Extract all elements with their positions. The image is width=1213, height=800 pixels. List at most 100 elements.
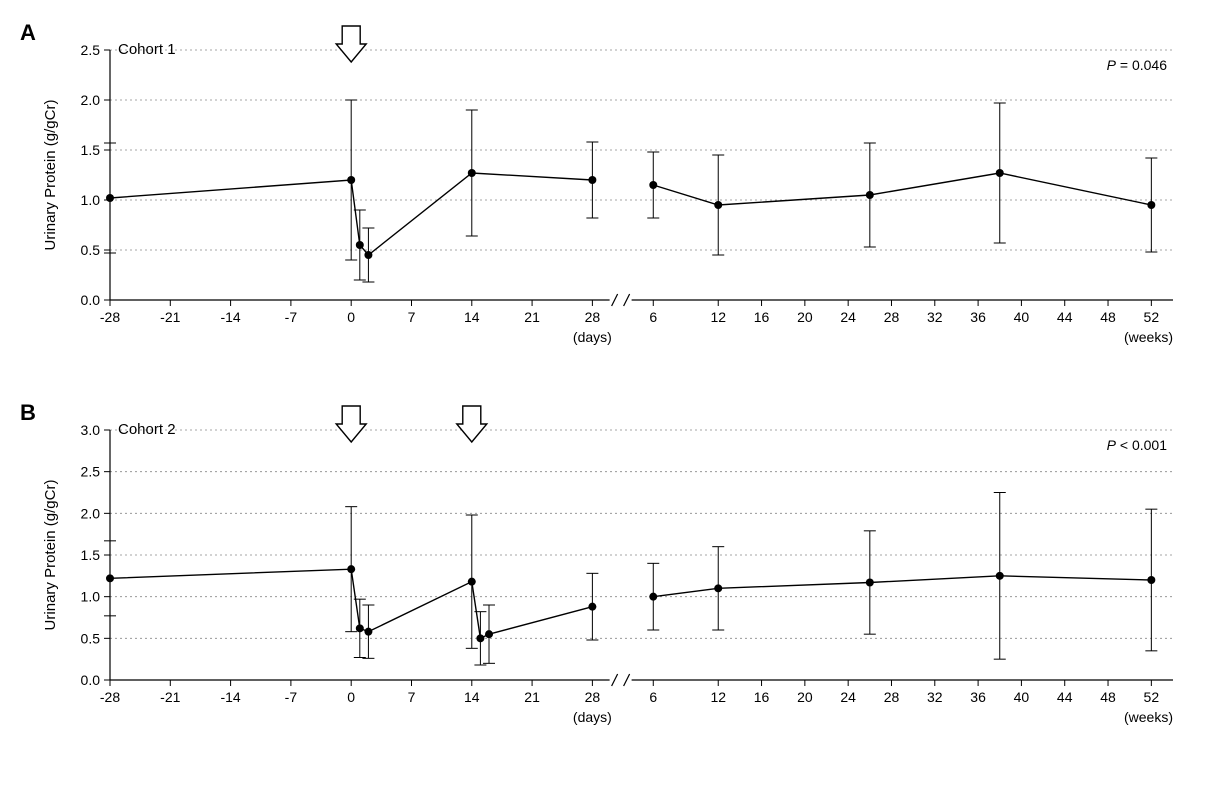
svg-text:6: 6 [649, 689, 657, 705]
svg-text:52: 52 [1144, 689, 1160, 705]
figure-root: A0.00.51.01.52.02.5Urinary Protein (g/gC… [20, 20, 1193, 740]
data-point [866, 191, 874, 199]
svg-text:6: 6 [649, 309, 657, 325]
svg-text:-14: -14 [220, 309, 240, 325]
svg-text:14: 14 [464, 689, 480, 705]
svg-text:-7: -7 [285, 689, 298, 705]
svg-text:0: 0 [347, 309, 355, 325]
cohort-label: Cohort 1 [118, 41, 176, 58]
panel-A: A0.00.51.01.52.02.5Urinary Protein (g/gC… [20, 20, 1193, 360]
svg-text:3.0: 3.0 [81, 422, 101, 438]
svg-text:28: 28 [884, 309, 900, 325]
svg-text:44: 44 [1057, 689, 1073, 705]
cohort-label: Cohort 2 [118, 421, 176, 438]
svg-text:1.5: 1.5 [81, 142, 101, 158]
svg-text:40: 40 [1014, 309, 1030, 325]
svg-text:0.0: 0.0 [81, 292, 101, 308]
data-point [714, 584, 722, 592]
data-point [588, 603, 596, 611]
panel-label-B: B [20, 400, 36, 426]
svg-text:14: 14 [464, 309, 480, 325]
days-axis-label: (days) [573, 709, 612, 725]
data-point [649, 181, 657, 189]
svg-text:2.5: 2.5 [81, 42, 101, 58]
svg-text:7: 7 [408, 309, 416, 325]
data-point [1147, 576, 1155, 584]
svg-text:16: 16 [754, 309, 770, 325]
svg-text:-28: -28 [100, 309, 120, 325]
svg-text:36: 36 [970, 689, 986, 705]
svg-text:0: 0 [347, 689, 355, 705]
svg-text:36: 36 [970, 309, 986, 325]
data-point [468, 578, 476, 586]
data-point [476, 634, 484, 642]
arrow-down-icon [336, 406, 366, 442]
data-point [649, 593, 657, 601]
svg-text:-14: -14 [220, 689, 240, 705]
svg-text:7: 7 [408, 689, 416, 705]
svg-text:12: 12 [710, 309, 726, 325]
svg-text:52: 52 [1144, 309, 1160, 325]
svg-text:28: 28 [585, 689, 601, 705]
data-point [866, 579, 874, 587]
data-point [1147, 201, 1155, 209]
data-point [588, 176, 596, 184]
data-point [356, 624, 364, 632]
data-point [106, 194, 114, 202]
data-point [468, 169, 476, 177]
svg-text:-28: -28 [100, 689, 120, 705]
arrow-label: ADR-001 [441, 400, 503, 404]
y-axis-title: Urinary Protein (g/gCr) [42, 480, 59, 631]
svg-text:24: 24 [840, 689, 856, 705]
svg-text:21: 21 [524, 689, 540, 705]
arrow-down-icon [336, 26, 366, 62]
svg-text:1.0: 1.0 [81, 589, 101, 605]
svg-text:12: 12 [710, 689, 726, 705]
panel-B: B 0.0 0.5 1.0 1.5 2.0 2.5 3.0 Urinary Protein (g… [20, 400, 1193, 740]
data-point [485, 630, 493, 638]
svg-text:20: 20 [797, 689, 813, 705]
chart-A: 0.00.51.01.52.02.5Urinary Protein (g/gCr… [20, 20, 1193, 360]
data-point [714, 201, 722, 209]
svg-text:28: 28 [585, 309, 601, 325]
svg-text:1.0: 1.0 [81, 192, 101, 208]
arrow-down-icon [457, 406, 487, 442]
svg-text:0.5: 0.5 [81, 630, 101, 646]
svg-text:-21: -21 [160, 309, 180, 325]
data-point [356, 241, 364, 249]
svg-text:0.0: 0.0 [81, 672, 101, 688]
svg-text:40: 40 [1014, 689, 1030, 705]
weeks-axis-label: (weeks) [1124, 329, 1173, 345]
days-axis-label: (days) [573, 329, 612, 345]
svg-text:28: 28 [884, 689, 900, 705]
data-point [996, 572, 1004, 580]
data-point [364, 251, 372, 259]
svg-text:32: 32 [927, 309, 943, 325]
svg-text:44: 44 [1057, 309, 1073, 325]
svg-text:-7: -7 [285, 309, 298, 325]
svg-text:48: 48 [1100, 689, 1116, 705]
arrow-label: ADR-001 [320, 400, 382, 404]
svg-text:32: 32 [927, 689, 943, 705]
arrow-label: ADR-001 [320, 20, 382, 24]
p-value: P < 0.001 [1107, 437, 1168, 453]
svg-text:-21: -21 [160, 689, 180, 705]
data-point [106, 574, 114, 582]
svg-text:20: 20 [797, 309, 813, 325]
svg-text:2.5: 2.5 [81, 464, 101, 480]
y-axis-title: Urinary Protein (g/gCr) [42, 100, 59, 251]
svg-text:1.5: 1.5 [81, 547, 101, 563]
svg-text:21: 21 [524, 309, 540, 325]
chart-B: 0.0 0.5 1.0 1.5 2.0 2.5 3.0 Urinary Protein (g/… [20, 400, 1193, 740]
p-value: P = 0.046 [1107, 57, 1168, 73]
svg-text:24: 24 [840, 309, 856, 325]
data-point [347, 176, 355, 184]
svg-text:0.5: 0.5 [81, 242, 101, 258]
svg-text:16: 16 [754, 689, 770, 705]
series-line [110, 569, 1151, 638]
data-point [996, 169, 1004, 177]
svg-text:2.0: 2.0 [81, 505, 101, 521]
weeks-axis-label: (weeks) [1124, 709, 1173, 725]
svg-text:48: 48 [1100, 309, 1116, 325]
data-point [347, 565, 355, 573]
